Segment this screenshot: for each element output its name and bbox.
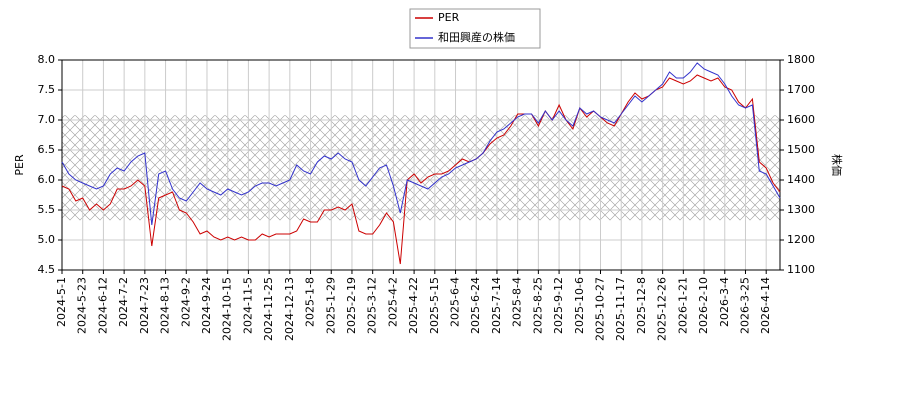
y2-tick-label: 1600 <box>787 113 815 126</box>
x-tick-label: 2024-5-23 <box>76 277 89 334</box>
x-tick-label: 2025-10-27 <box>594 277 607 341</box>
x-tick-label: 2026-2-10 <box>697 277 710 334</box>
x-tick-label: 2026-1-21 <box>676 277 689 334</box>
x-tick-label: 2025-3-12 <box>366 277 379 334</box>
x-tick-label: 2025-1-29 <box>324 277 337 334</box>
x-tick-label: 2024-7-23 <box>138 277 151 334</box>
x-tick-label: 2025-7-14 <box>490 277 503 334</box>
y-tick-label: 5.5 <box>38 203 56 216</box>
y2-tick-label: 1500 <box>787 143 815 156</box>
series-line <box>61 62 781 226</box>
y-tick-label: 5.0 <box>38 233 56 246</box>
y2-tick-label: 1700 <box>787 83 815 96</box>
y2-tick-label: 1800 <box>787 53 815 66</box>
x-tick-label: 2025-11-17 <box>614 277 627 341</box>
x-tick-label: 2024-10-15 <box>221 277 234 341</box>
x-tick-label: 2024-7-2 <box>117 277 130 327</box>
x-tick-label: 2025-6-24 <box>469 277 482 334</box>
y-tick-label: 4.5 <box>38 263 56 276</box>
shaded-range <box>62 115 780 221</box>
y-tick-label: 6.0 <box>38 173 56 186</box>
x-tick-label: 2025-8-25 <box>531 277 544 334</box>
x-tick-label: 2024-9-24 <box>200 277 213 334</box>
y2-tick-label: 1200 <box>787 233 815 246</box>
y-axis-label: PER <box>13 154 26 176</box>
plot-frame <box>61 59 781 271</box>
y-tick-label: 6.5 <box>38 143 56 156</box>
x-tick-label: 2024-6-12 <box>96 277 109 334</box>
y-tick-label: 7.5 <box>38 83 56 96</box>
legend-label: PER <box>438 11 460 24</box>
y2-tick-label: 1400 <box>787 173 815 186</box>
x-tick-label: 2024-11-25 <box>262 277 275 341</box>
x-tick-label: 2025-6-4 <box>449 277 462 327</box>
legend-box <box>409 8 541 49</box>
y-tick-label: 7.0 <box>38 113 56 126</box>
x-tick-label: 2025-10-6 <box>573 277 586 334</box>
x-tick-label: 2025-9-12 <box>552 277 565 334</box>
x-tick-label: 2025-12-26 <box>656 277 669 341</box>
x-tick-label: 2024-8-13 <box>159 277 172 334</box>
series-line <box>61 74 781 265</box>
x-tick-label: 2024-5-1 <box>55 277 68 327</box>
y-tick-label: 8.0 <box>38 53 56 66</box>
x-tick-label: 2024-9-2 <box>179 277 192 327</box>
x-tick-label: 2025-4-22 <box>407 277 420 334</box>
x-tick-label: 2026-3-4 <box>718 277 731 327</box>
x-tick-label: 2025-8-4 <box>511 277 524 327</box>
x-tick-label: 2026-4-14 <box>759 277 772 334</box>
legend-label: 和田興産の株価 <box>438 30 515 44</box>
x-tick-label: 2025-5-15 <box>428 277 441 334</box>
y2-tick-label: 1300 <box>787 203 815 216</box>
x-tick-label: 2025-12-8 <box>635 277 648 334</box>
legend: PER 和田興産の株価 <box>409 8 541 49</box>
x-tick-label: 2025-1-8 <box>304 277 317 327</box>
x-tick-label: 2024-12-13 <box>283 277 296 341</box>
x-tick-label: 2026-3-25 <box>738 277 751 334</box>
x-tick-label: 2025-2-19 <box>345 277 358 334</box>
y2-axis-label: 株価 <box>830 154 844 176</box>
x-tick-label: 2025-4-2 <box>386 277 399 327</box>
x-tick-label: 2024-11-5 <box>241 277 254 334</box>
y2-tick-label: 1100 <box>787 263 815 276</box>
